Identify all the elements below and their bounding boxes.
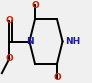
Text: O: O [5,54,13,63]
Text: N: N [26,37,33,46]
Text: O: O [31,1,39,10]
Text: O: O [53,73,61,82]
Text: O: O [5,16,13,25]
Text: NH: NH [65,37,80,46]
